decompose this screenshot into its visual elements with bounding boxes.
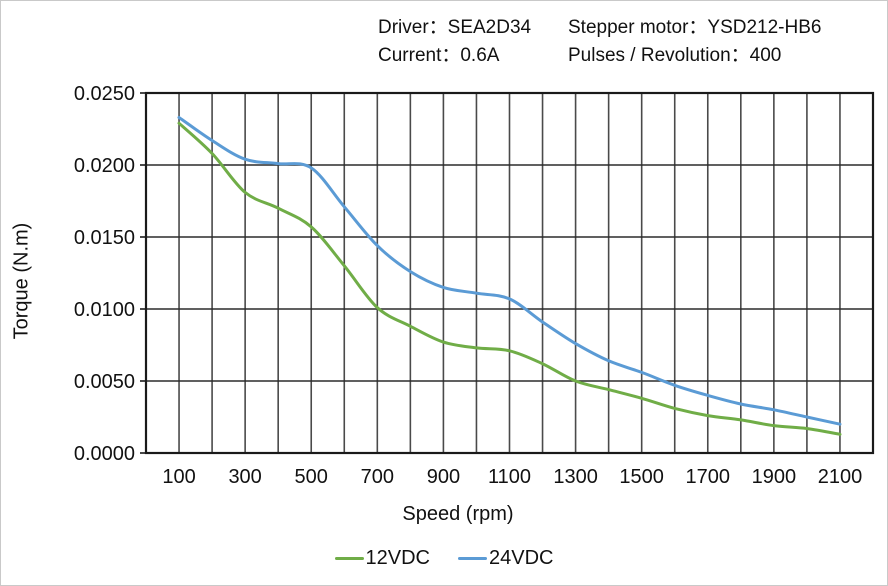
plot-border — [144, 91, 875, 455]
y-tick-label: 0.0000 — [74, 443, 135, 465]
legend-item-24vdc: 24VDC — [458, 547, 553, 570]
x-tick-label: 2100 — [818, 466, 863, 488]
x-tick-label: 1100 — [488, 466, 531, 488]
legend-item-12vdc: 12VDC — [334, 547, 430, 570]
series-curve-24vdc — [177, 116, 842, 426]
legend-label-24vdc: 24VDC — [489, 547, 554, 569]
y-tick-label: 0.0250 — [74, 83, 135, 105]
y-tick-label: 0.0150 — [74, 227, 135, 249]
y-tick-label: 0.0200 — [74, 155, 135, 177]
pulses-label: Pulses / Revolution：400 — [568, 45, 782, 66]
x-tick-label: 900 — [427, 466, 460, 488]
x-tick-label: 1900 — [752, 466, 797, 488]
legend-line-12vdc-icon — [334, 557, 364, 560]
x-tick-label: 500 — [295, 466, 328, 488]
x-tick-label: 1500 — [619, 466, 664, 488]
x-tick-label: 100 — [162, 466, 195, 488]
chart-header: Driver：SEA2D34 Stepper motor：YSD212-HB6 … — [378, 14, 821, 70]
y-tick-label: 0.0100 — [74, 299, 135, 321]
series-curve-12vdc — [177, 121, 842, 436]
legend-label-12vdc: 12VDC — [365, 547, 430, 569]
y-tick-label: 0.0050 — [74, 371, 135, 393]
x-tick-label: 1300 — [553, 466, 598, 488]
x-tick-label: 300 — [228, 466, 261, 488]
x-tick-label: 700 — [361, 466, 394, 488]
x-axis-title: Speed (rpm) — [402, 503, 514, 525]
stepper-motor-label: Stepper motor：YSD212-HB6 — [568, 17, 822, 38]
legend-line-24vdc-icon — [458, 557, 487, 560]
x-tick-label: 1700 — [686, 466, 731, 488]
current-label: Current：0.6A — [378, 45, 500, 66]
driver-label: Driver：SEA2D34 — [378, 17, 532, 38]
chart-legend: 12VDC 24VDC — [1, 547, 887, 570]
